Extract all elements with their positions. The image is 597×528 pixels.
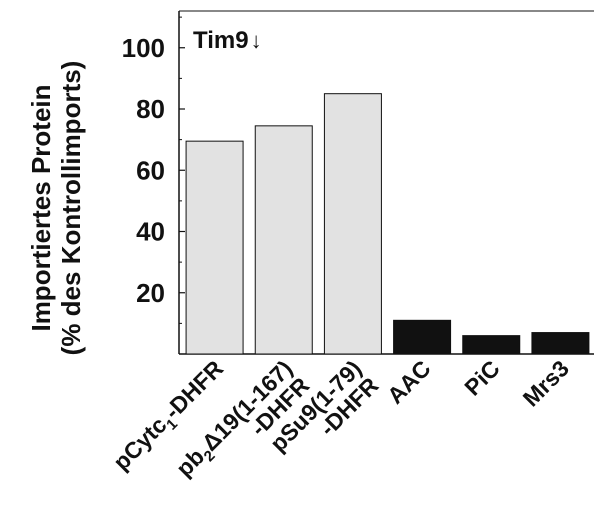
down-arrow-icon: ↓ [251,28,262,53]
chart-title: Tim9↓ [193,27,262,54]
chart-title-text: Tim9 [193,27,249,54]
bar [185,140,244,355]
category-label-main: AAC [382,355,436,409]
bar [531,332,590,355]
y-axis-label-line1: Importiertes Protein [26,84,56,331]
y-tick-label: 60 [136,155,165,185]
bar [462,335,521,355]
chart-axes [178,10,594,355]
x-category-label: Mrs3 [518,355,574,411]
x-category-label: AAC [382,355,436,409]
category-label-main: pb [171,443,209,481]
category-label-main: Mrs3 [518,355,574,411]
y-axis-label-line2: (% des Kontrollimports) [56,61,86,356]
bar [254,125,313,355]
category-label-rest: -DHFR [159,355,228,424]
x-category-label: PiC [459,355,504,400]
category-label-line1: AAC [382,355,436,409]
y-tick-label: 100 [122,33,165,63]
x-axis-category-labels: pCytc1-DHFRpb2Δ19(1-167)-DHFRpSu9(1-79)-… [108,355,574,482]
y-axis-ticks: 20 40 60 80 100 [122,16,185,324]
y-tick-label: 20 [136,278,165,308]
chart-bars [185,93,590,355]
category-label-main: pCytc [108,411,172,475]
y-tick-label: 40 [136,217,165,247]
bar [393,319,452,355]
category-label-main: PiC [459,355,504,400]
category-label-line1: PiC [459,355,504,400]
bar [323,93,382,355]
category-label-line1: Mrs3 [518,355,574,411]
y-tick-label: 80 [136,94,165,124]
